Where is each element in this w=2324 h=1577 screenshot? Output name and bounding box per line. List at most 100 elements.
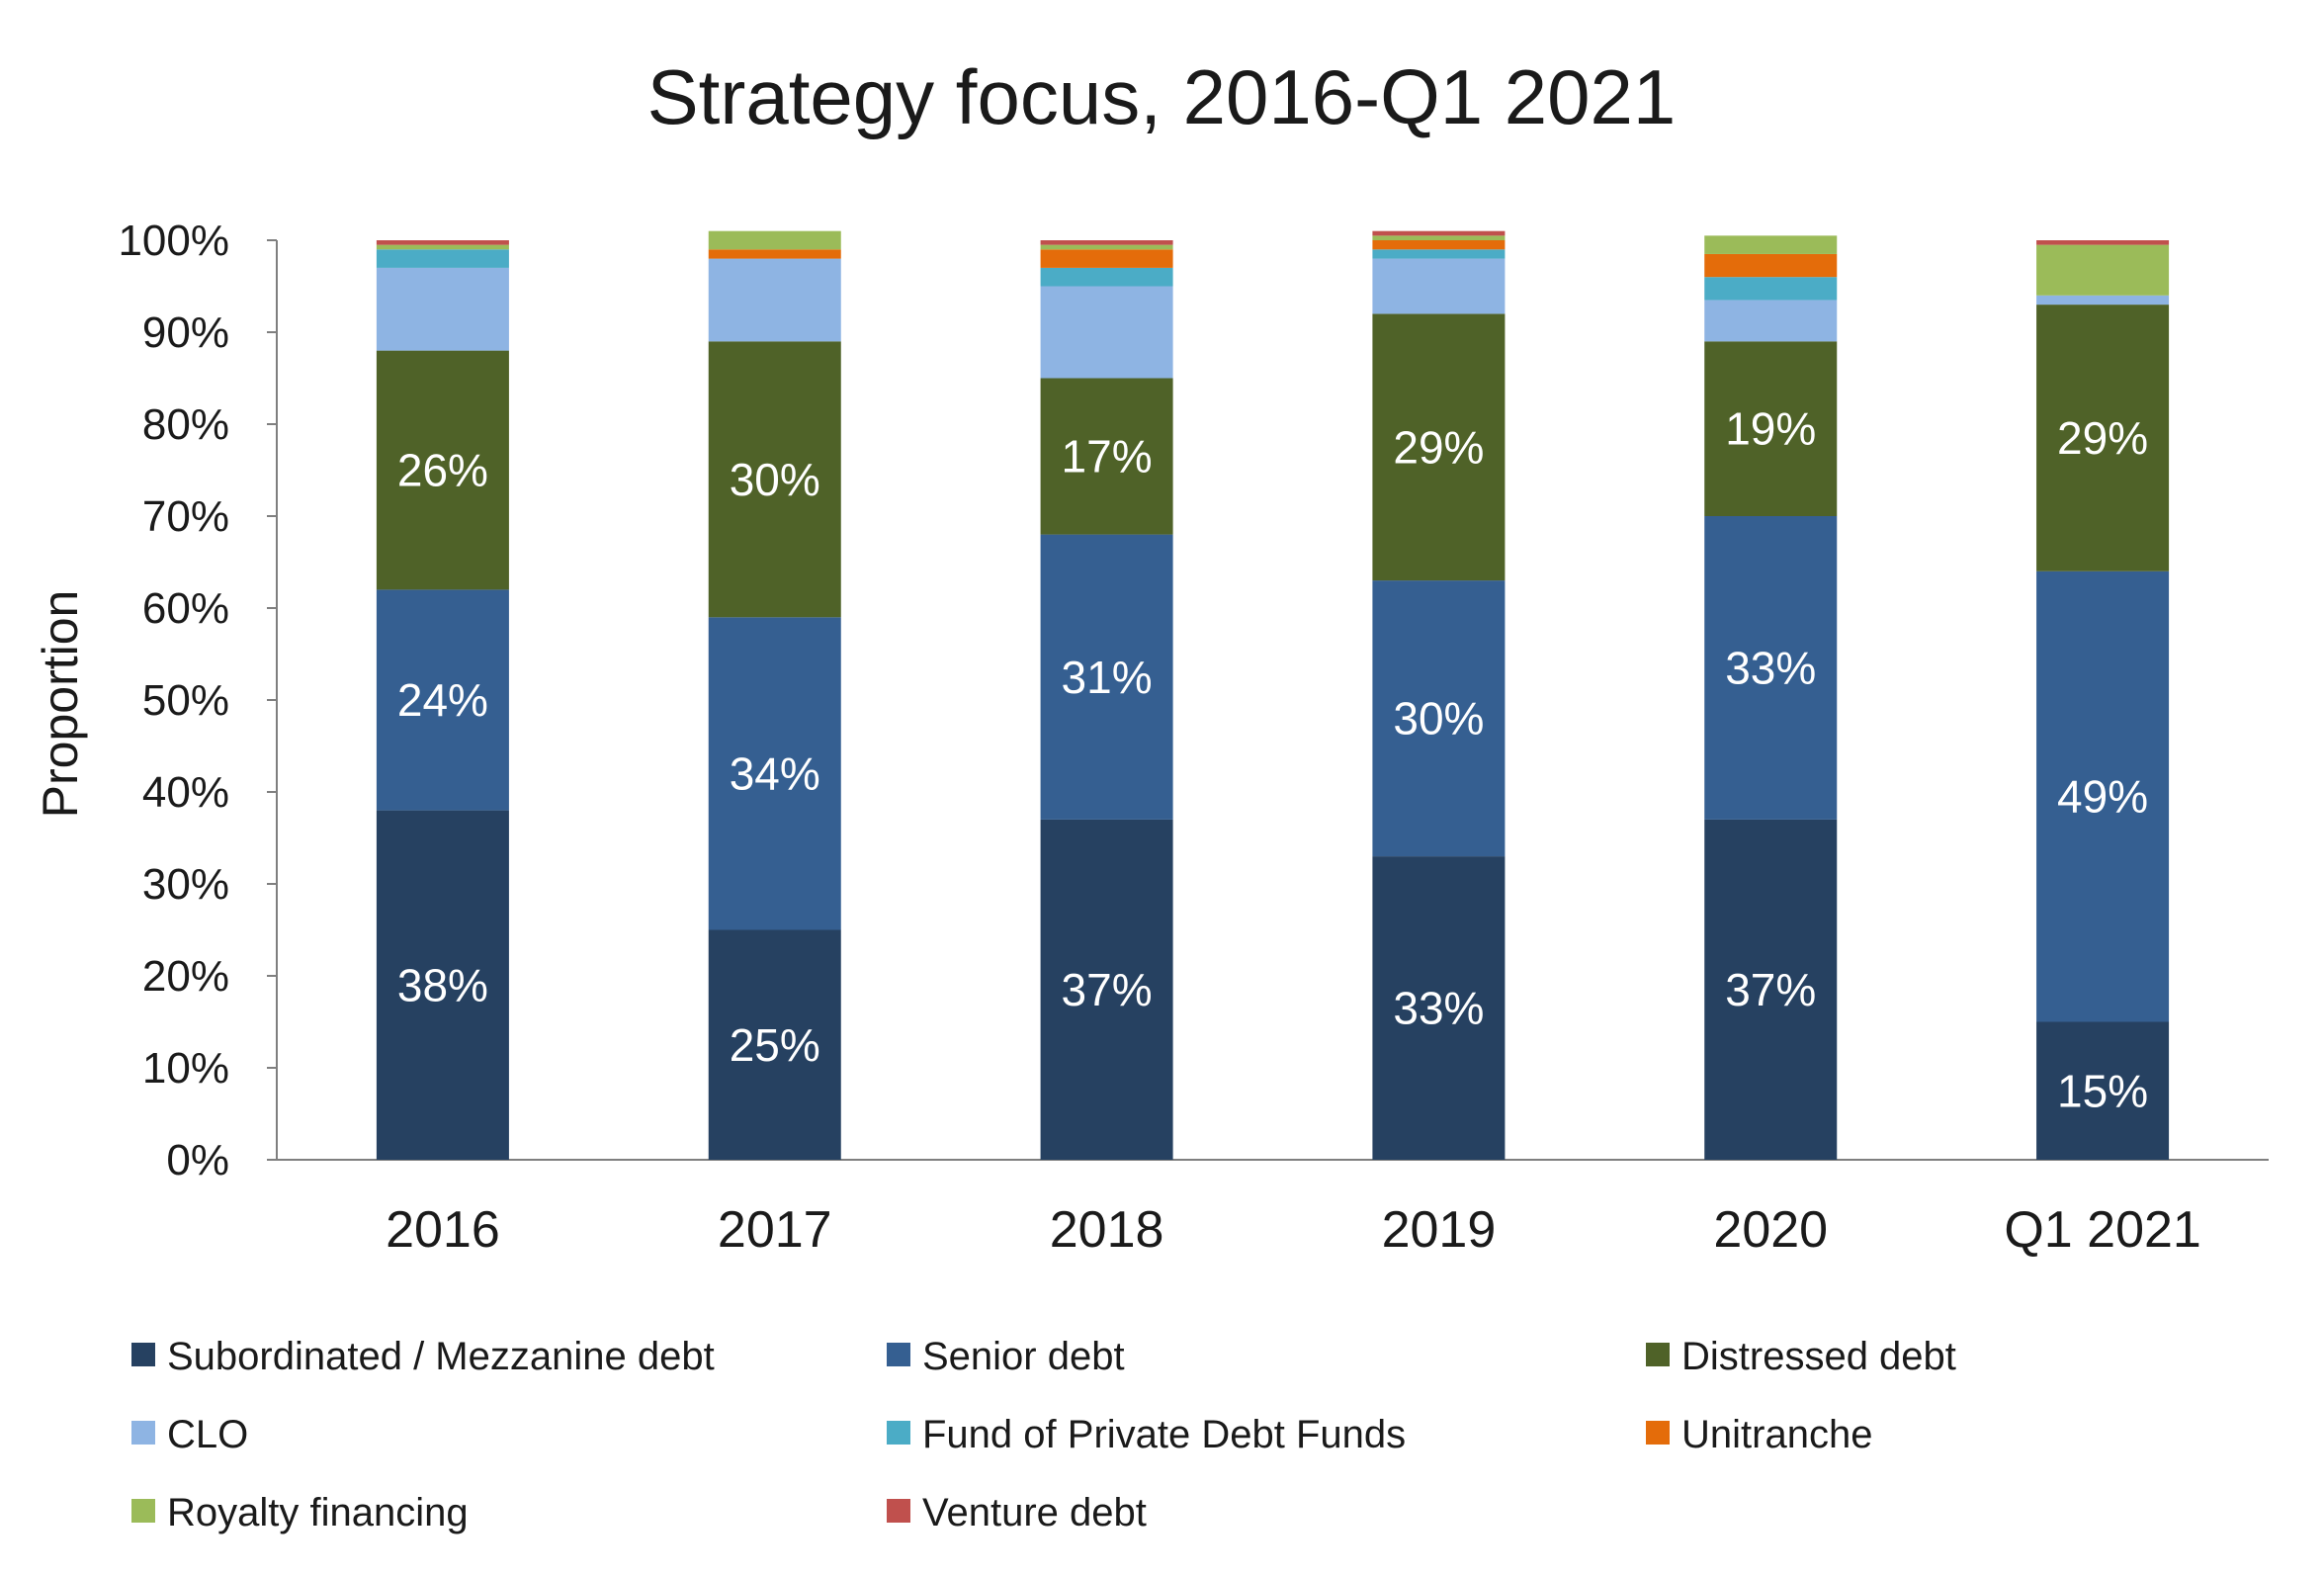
data-label: 31% bbox=[1062, 652, 1153, 703]
bar-segment bbox=[1372, 235, 1506, 240]
legend-swatch bbox=[887, 1421, 910, 1445]
bar-segment bbox=[1704, 277, 1838, 301]
data-label: 29% bbox=[1393, 421, 1484, 473]
legend-label: Royalty financing bbox=[167, 1491, 469, 1534]
bar-segment bbox=[708, 230, 841, 250]
bar-segment bbox=[376, 244, 509, 250]
bar-segment bbox=[2036, 244, 2170, 296]
legend-swatch bbox=[1646, 1421, 1670, 1445]
bar-segment bbox=[376, 240, 509, 245]
bar-segment bbox=[1372, 856, 1506, 1160]
bar-segment bbox=[1372, 240, 1506, 250]
bar-segment bbox=[1704, 341, 1838, 516]
y-tick-label: 90% bbox=[142, 308, 229, 357]
bar-segment bbox=[708, 929, 841, 1160]
bar-segment bbox=[1372, 249, 1506, 259]
data-label: 37% bbox=[1725, 964, 1816, 1015]
x-tick-label: 2018 bbox=[1050, 1201, 1164, 1259]
legend-label: CLO bbox=[167, 1413, 248, 1456]
data-label: 49% bbox=[2057, 771, 2148, 823]
data-label: 33% bbox=[1725, 642, 1816, 693]
y-tick-label: 0% bbox=[166, 1136, 229, 1184]
bar-segment bbox=[376, 249, 509, 268]
legend-swatch bbox=[131, 1343, 155, 1366]
legend-swatch bbox=[887, 1499, 910, 1523]
bar-segment bbox=[1040, 249, 1173, 268]
data-label: 33% bbox=[1393, 983, 1484, 1034]
y-tick-label: 10% bbox=[142, 1044, 229, 1093]
bar-segment bbox=[376, 810, 509, 1160]
bar-segment bbox=[1372, 258, 1506, 314]
bar-segment bbox=[1704, 253, 1838, 278]
legend-label: Distressed debt bbox=[1681, 1335, 1956, 1378]
data-label: 15% bbox=[2057, 1065, 2148, 1116]
legend-swatch bbox=[131, 1499, 155, 1523]
legend-label: Subordinated / Mezzanine debt bbox=[167, 1335, 715, 1378]
legend-label: Unitranche bbox=[1681, 1413, 1872, 1456]
axes: 0% 10% 20% 30% 40% 50% 60% 70% 80% 90% 100% bbox=[118, 217, 2269, 1184]
y-tick-label: 100% bbox=[118, 217, 229, 265]
data-label: 25% bbox=[730, 1019, 820, 1071]
bar-segment bbox=[1040, 286, 1173, 379]
legend-swatch bbox=[131, 1421, 155, 1445]
x-tick-label: Q1 2021 bbox=[2004, 1201, 2201, 1259]
legend-label: Venture debt bbox=[922, 1491, 1147, 1534]
bar-segment bbox=[1704, 819, 1838, 1160]
bar-segment bbox=[1704, 516, 1838, 820]
bar-segment bbox=[376, 267, 509, 351]
data-label: 24% bbox=[397, 674, 488, 726]
legend: Subordinated / Mezzanine debt Senior debt… bbox=[131, 1335, 1956, 1534]
x-tick-label: 2020 bbox=[1713, 1201, 1828, 1259]
y-tick-label: 70% bbox=[142, 492, 229, 541]
bar-segment bbox=[1040, 244, 1173, 250]
data-label: 26% bbox=[397, 445, 488, 496]
data-label: 19% bbox=[1725, 403, 1816, 455]
bar-segment bbox=[708, 249, 841, 259]
legend-label: Fund of Private Debt Funds bbox=[922, 1413, 1406, 1456]
bar-segment bbox=[2036, 240, 2170, 245]
bar-segment bbox=[1040, 267, 1173, 287]
y-tick-label: 30% bbox=[142, 860, 229, 909]
y-tick-label: 20% bbox=[142, 952, 229, 1001]
data-label: 30% bbox=[730, 454, 820, 505]
bar-segment bbox=[1040, 378, 1173, 535]
bar-segment bbox=[1372, 230, 1506, 236]
chart-title: Strategy focus, 2016-Q1 2021 bbox=[647, 53, 1677, 140]
legend-swatch bbox=[887, 1343, 910, 1366]
x-tick-label: 2019 bbox=[1382, 1201, 1497, 1259]
category-labels-group: 2016 2017 2018 2019 2020 Q1 2021 bbox=[386, 1201, 2201, 1259]
bar-segment bbox=[708, 341, 841, 618]
bar-segment bbox=[1040, 819, 1173, 1160]
data-label: 17% bbox=[1062, 431, 1153, 482]
bar-segment bbox=[1704, 300, 1838, 342]
x-tick-label: 2016 bbox=[386, 1201, 500, 1259]
bar-segment bbox=[1372, 313, 1506, 581]
data-label: 30% bbox=[1393, 693, 1484, 745]
bar-segment bbox=[1040, 240, 1173, 245]
y-axis-label: Proportion bbox=[33, 590, 88, 819]
data-label: 29% bbox=[2057, 412, 2148, 464]
data-label: 34% bbox=[730, 747, 820, 799]
bar-segment bbox=[2036, 1021, 2170, 1160]
y-tick-label: 40% bbox=[142, 768, 229, 817]
bar-segment bbox=[708, 617, 841, 930]
bar-segment bbox=[1040, 534, 1173, 820]
legend-swatch bbox=[1646, 1343, 1670, 1366]
x-tick-label: 2017 bbox=[718, 1201, 832, 1259]
y-tick-label: 80% bbox=[142, 400, 229, 449]
bar-segment bbox=[376, 350, 509, 590]
bar-segment bbox=[2036, 570, 2170, 1022]
legend-label: Senior debt bbox=[922, 1335, 1125, 1378]
bars-group bbox=[376, 230, 2170, 1160]
bar-segment bbox=[376, 589, 509, 811]
data-label: 38% bbox=[397, 959, 488, 1010]
bar-segment bbox=[708, 258, 841, 342]
data-labels-group: 38% 24% 26% 25% 34% 30% 37% 31% 17% 33% 30% 29% 37% 3… bbox=[397, 403, 2148, 1117]
data-label: 37% bbox=[1062, 964, 1153, 1015]
bar-segment bbox=[1372, 580, 1506, 857]
y-tick-label: 60% bbox=[142, 584, 229, 633]
bar-segment bbox=[1704, 235, 1838, 254]
y-tick-label: 50% bbox=[142, 676, 229, 725]
